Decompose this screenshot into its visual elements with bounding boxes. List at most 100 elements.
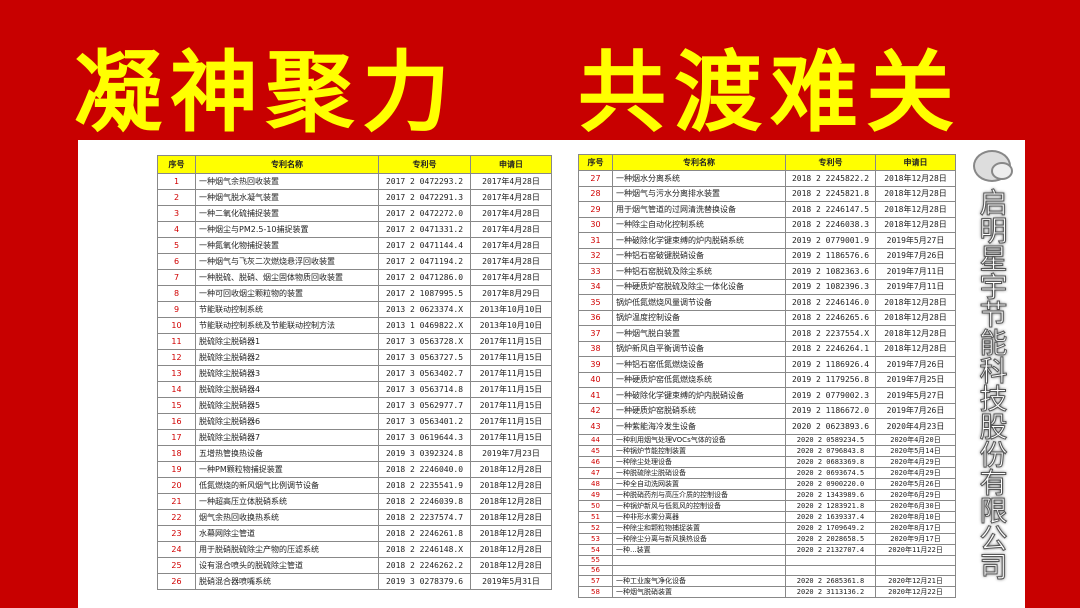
row-index: 53 [578, 532, 613, 545]
filing-date: 2017年4月28日 [470, 173, 552, 190]
patent-name: 设有混合喷头的脱硫除尘管道 [195, 557, 379, 574]
row-index: 6 [157, 253, 196, 270]
patent-name: 锅炉低氮燃烧风量调节设备 [612, 294, 786, 311]
row-index: 5 [157, 237, 196, 254]
table-row: 55 [578, 554, 956, 566]
row-index: 26 [157, 573, 196, 590]
patent-name: 一种氮氧化物捕捉装置 [195, 237, 379, 254]
filing-date: 2019年7月26日 [875, 402, 956, 419]
patent-name: 一种PM颗粒物捕捉装置 [195, 461, 379, 478]
patent-number: 2017 2 0471331.2 [378, 221, 471, 238]
patent-name: 一种...装置 [612, 543, 786, 556]
row-index: 10 [157, 317, 196, 334]
header-date: 申请日 [875, 154, 956, 171]
patent-name: 用于烟气管道的过网清洗替换设备 [612, 201, 786, 218]
patent-number: 2020 2 2028658.5 [785, 532, 876, 545]
row-index: 46 [578, 455, 613, 468]
patent-panel: 序号 专利名称 专利号 申请日 1 一种烟气余热回收装置 2017 2 047229… [78, 140, 1025, 608]
patent-number: 2020 2 1283921.8 [785, 499, 876, 512]
table-row: 9 节能联动控制系统 2013 2 0623374.X 2013年10月10日 [157, 301, 552, 318]
filing-date: 2020年6月30日 [875, 499, 956, 512]
table-row: 46 一种除尘处理设备 2020 2 0683369.8 2020年4月29日 [578, 455, 956, 468]
row-index: 27 [578, 170, 613, 187]
row-index: 18 [157, 445, 196, 462]
row-index: 52 [578, 521, 613, 534]
patent-name: 脱硫除尘脱硝器1 [195, 333, 379, 350]
filing-date: 2017年4月28日 [470, 205, 552, 222]
patent-number: 2018 2 2245822.2 [785, 170, 876, 187]
filing-date: 2020年9月17日 [875, 532, 956, 545]
patent-number: 2017 2 0471194.2 [378, 253, 471, 270]
table-row: 53 一种除尘分离与新风换热设备 2020 2 2028658.5 2020年9月17… [578, 532, 956, 545]
patent-name: 一种铝石窑低氮燃烧设备 [612, 356, 786, 373]
patent-number: 2018 2 2246039.8 [378, 493, 471, 510]
table-row: 3 一种二氧化硫捕捉装置 2017 2 0472272.0 2017年4月28日 [157, 205, 552, 222]
patent-name: 一种可回收烟尘颗粒物的装置 [195, 285, 379, 302]
table-row: 21 一种超高压立体脱硝系统 2018 2 2246039.8 2018年12月28日 [157, 493, 552, 510]
row-index: 32 [578, 247, 613, 264]
filing-date: 2017年4月28日 [470, 237, 552, 254]
filing-date: 2018年12月28日 [470, 557, 552, 574]
patent-name: 脱硫除尘脱硝器7 [195, 429, 379, 446]
filing-date: 2020年12月21日 [875, 575, 956, 588]
patent-name [612, 554, 786, 566]
title-right: 共渡难关 [578, 40, 963, 144]
patent-name: 一种烟气脱水凝气装置 [195, 189, 379, 206]
patent-number: 2019 2 1186926.4 [785, 356, 876, 373]
patent-number: 2018 2 2235541.9 [378, 477, 471, 494]
patent-number: 2018 2 2237574.7 [378, 509, 471, 526]
filing-date: 2018年12月28日 [875, 170, 956, 187]
table-row: 25 设有混合喷头的脱硫除尘管道 2018 2 2246262.2 2018年12月2… [157, 557, 552, 574]
table-row: 16 脱硫除尘脱硝器6 2017 3 0563401.2 2017年11月15日 [157, 413, 552, 430]
table-row: 14 脱硫除尘脱硝器4 2017 3 0563714.8 2017年11月15日 [157, 381, 552, 398]
row-index: 56 [578, 564, 613, 577]
header-index: 序号 [578, 154, 613, 171]
row-index: 41 [578, 387, 613, 404]
row-index: 39 [578, 356, 613, 373]
patent-number: 2017 2 0472291.3 [378, 189, 471, 206]
patent-number: 2020 2 1639337.4 [785, 510, 876, 523]
patent-name: 一种工业废气净化设备 [612, 575, 786, 588]
patent-name: 用于脱硝脱硫除尘产物的压滤系统 [195, 541, 379, 558]
table-row: 45 一种锅炉节能控制装置 2020 2 0796843.8 2020年5月14日 [578, 444, 956, 457]
patent-number [785, 554, 876, 566]
patent-name: 一种紫能海冷发生设备 [612, 418, 786, 435]
table-row: 27 一种烟水分离系统 2018 2 2245822.2 2018年12月28日 [578, 170, 956, 187]
filing-date: 2017年4月28日 [470, 253, 552, 270]
table-row: 38 锅炉新风自平衡调节设备 2018 2 2246264.1 2018年12月28日 [578, 340, 956, 357]
table-row: 41 一种破除化学键束缚的炉内脱硝设备 2019 2 0779002.3 2019年5… [578, 387, 956, 404]
filing-date [875, 564, 956, 577]
patent-number: 2019 2 1186576.6 [785, 247, 876, 264]
filing-date: 2018年12月28日 [875, 309, 956, 326]
patent-name: 一种铝石窑破键脱硝设备 [612, 247, 786, 264]
patent-number: 2020 2 0683369.8 [785, 455, 876, 468]
patent-number: 2013 1 0469822.X [378, 317, 471, 334]
filing-date: 2018年12月28日 [470, 461, 552, 478]
filing-date: 2017年11月15日 [470, 381, 552, 398]
patent-name: 一种破除化学键束缚的炉内脱硝系统 [612, 232, 786, 249]
table-row: 1 一种烟气余热回收装置 2017 2 0472293.2 2017年4月28日 [157, 173, 552, 190]
row-index: 49 [578, 488, 613, 501]
patent-number [785, 564, 876, 577]
table-row: 2 一种烟气脱水凝气装置 2017 2 0472291.3 2017年4月28日 [157, 189, 552, 206]
table-row: 49 一种脱硝药剂与高压介质的控制设备 2020 2 1343989.6 2020年6… [578, 488, 956, 501]
row-index: 30 [578, 216, 613, 233]
table-row: 22 烟气余热回收换热系统 2018 2 2237574.7 2018年12月28日 [157, 509, 552, 526]
filing-date: 2019年7月11日 [875, 278, 956, 295]
table-row: 13 脱硫除尘脱硝器3 2017 3 0563402.7 2017年11月15日 [157, 365, 552, 382]
patent-name: 一种硬质炉窑脱硫及除尘一体化设备 [612, 278, 786, 295]
patent-name: 脱硫除尘脱硝器5 [195, 397, 379, 414]
table-row: 35 锅炉低氮燃烧风量调节设备 2018 2 2246146.0 2018年12月28… [578, 294, 956, 311]
row-index: 15 [157, 397, 196, 414]
filing-date: 2018年12月28日 [470, 477, 552, 494]
patent-number: 2019 2 0779002.3 [785, 387, 876, 404]
filing-date: 2019年7月26日 [875, 247, 956, 264]
filing-date: 2019年7月11日 [875, 263, 956, 280]
patent-table-right: 序号 专利名称 专利号 申请日 27 一种烟水分离系统 2018 2 2245822… [578, 154, 956, 599]
filing-date: 2013年10月10日 [470, 301, 552, 318]
patent-number: 2017 3 0563401.2 [378, 413, 471, 430]
table-row: 50 一种锅炉新风与低氮风的控制设备 2020 2 1283921.8 2020年6月… [578, 499, 956, 512]
filing-date: 2020年5月26日 [875, 477, 956, 490]
filing-date: 2018年12月28日 [470, 509, 552, 526]
row-index: 13 [157, 365, 196, 382]
